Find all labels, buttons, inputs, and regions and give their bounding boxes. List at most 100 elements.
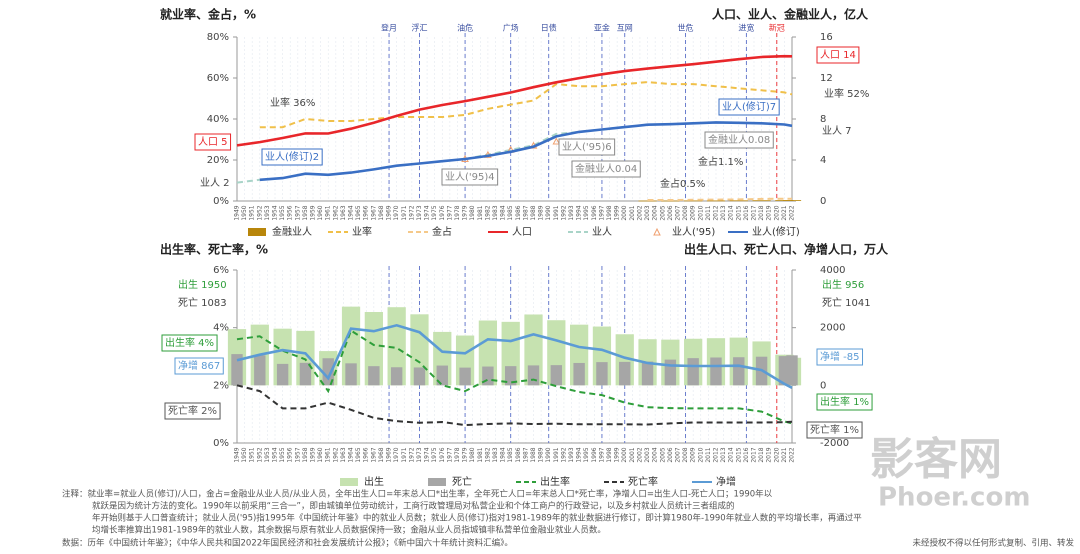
x-tick-label: 1979 <box>462 205 469 220</box>
x-tick-label: 1965 <box>355 447 362 462</box>
x-tick-label: 2016 <box>743 205 750 220</box>
x-tick-label: 1962 <box>332 205 339 220</box>
x-tick-label: 2000 <box>621 447 628 462</box>
annotation: 金占0.5% <box>660 177 705 190</box>
y-tick-label: 6% <box>213 265 229 276</box>
x-tick-label: 1989 <box>538 447 545 462</box>
copyright: 未经授权不得以任何形式复制、引用、转发 <box>912 538 1074 549</box>
annotation: 出生 956 <box>822 278 864 291</box>
annotation: 净增 -85 <box>820 350 860 363</box>
x-tick-label: 2010 <box>697 205 704 220</box>
bar <box>641 361 654 386</box>
annotation: 业人 2 <box>200 177 230 189</box>
x-tick-label: 2020 <box>773 447 780 462</box>
x-tick-label: 1951 <box>249 447 256 462</box>
x-tick-label: 1972 <box>408 447 415 462</box>
note: 年开始则基于人口普查统计；就业人员('95)指1995年《中国统计年鉴》中的就业… <box>92 513 862 524</box>
x-tick-label: 2005 <box>659 205 666 220</box>
x-tick-label: 1949 <box>234 205 241 220</box>
legend-label: 出生 <box>364 475 384 488</box>
axis-title-right: 人口、业人、金融业人，亿人 <box>712 7 869 22</box>
axis-title: 出生率、死亡率，% <box>160 242 268 257</box>
bar <box>752 200 771 202</box>
annotation-box <box>558 138 616 156</box>
y-tick-label: 0% <box>213 196 229 207</box>
legend-label: 业人('95) <box>672 226 715 238</box>
x-tick-label: 2005 <box>659 447 666 462</box>
x-tick-label: 1971 <box>401 205 408 220</box>
x-tick-label: 2021 <box>781 447 788 462</box>
x-tick-label: 1965 <box>355 205 362 220</box>
bar <box>550 365 563 386</box>
bar <box>706 200 726 202</box>
x-tick-label: 1990 <box>545 447 552 462</box>
bar <box>664 359 677 386</box>
annotation-box <box>718 98 780 116</box>
x-tick-label: 2010 <box>697 447 704 462</box>
y2-tick-label: 4000 <box>820 265 845 276</box>
x-tick-label: 2020 <box>773 205 780 220</box>
x-tick-label: 1994 <box>576 447 583 462</box>
x-tick-label: 1982 <box>484 205 491 220</box>
legend-swatch <box>653 227 661 236</box>
event-label: 油危 <box>457 23 473 33</box>
x-tick-label: 1981 <box>477 447 484 462</box>
bar <box>527 365 540 386</box>
x-tick-label: 1985 <box>507 205 514 220</box>
x-tick-label: 1985 <box>507 447 514 462</box>
x-tick-label: 1975 <box>431 447 438 462</box>
legend-swatch <box>248 228 266 236</box>
x-tick-label: 1967 <box>370 447 377 462</box>
annotation-box <box>816 46 860 64</box>
x-tick-label: 2008 <box>682 447 689 462</box>
bar <box>619 361 631 386</box>
annotation: 死亡 1083 <box>178 296 227 309</box>
note: 就跃是因为统计方法的变化。1990年以前采用“三合一”，即由城镇单位劳动统计，工… <box>92 501 734 512</box>
x-tick-label: 1974 <box>424 205 431 220</box>
x-tick-label: 1969 <box>386 447 393 462</box>
x-tick-label: 2012 <box>712 447 719 462</box>
x-tick-label: 2017 <box>750 205 757 220</box>
x-tick-label: 1970 <box>393 205 400 220</box>
x-tick-label: 1963 <box>340 447 347 462</box>
annotation: 业人('95)6 <box>562 141 612 153</box>
x-tick-label: 1992 <box>560 205 567 220</box>
x-tick-label: 1978 <box>454 205 461 220</box>
x-tick-label: 2015 <box>735 205 742 220</box>
x-tick-label: 1956 <box>287 205 294 220</box>
bar <box>729 200 748 202</box>
x-tick-label: 2016 <box>743 447 750 462</box>
x-tick-label: 2002 <box>636 205 643 220</box>
bar <box>596 362 608 386</box>
source: 数据：历年《中国统计年鉴》；《中华人民共和国2022年国民经济和社会发展统计公报… <box>62 538 513 549</box>
annotation: 业人 7 <box>822 125 852 137</box>
event-label: 登月 <box>381 23 397 33</box>
x-tick-label: 1955 <box>279 205 286 220</box>
bar <box>459 367 471 386</box>
x-tick-label: 2001 <box>629 205 636 220</box>
annotation-box <box>571 160 641 178</box>
y2-tick-label: -2000 <box>820 438 849 449</box>
y2-tick-label: 0 <box>820 196 826 207</box>
x-tick-label: 1968 <box>378 205 385 220</box>
x-tick-label: 1951 <box>249 205 256 220</box>
y-tick-label: 0% <box>213 438 229 449</box>
x-tick-label: 1993 <box>568 447 575 462</box>
x-tick-label: 1994 <box>576 205 583 220</box>
x-tick-label: 1950 <box>241 205 248 220</box>
annotation-box <box>816 348 864 366</box>
x-tick-label: 1999 <box>614 447 621 462</box>
annotation: 业人(修订)7 <box>722 100 776 113</box>
note: 均增长率推算出1981-1989年的就业人数，其余数据与原有就业人员数据保持一致… <box>92 525 606 536</box>
line <box>236 384 793 427</box>
legend-label: 业率 <box>352 225 372 238</box>
x-tick-label: 1968 <box>378 447 385 462</box>
x-tick-label: 1975 <box>431 205 438 220</box>
watermark: 影客网 <box>870 434 1002 485</box>
bar <box>687 358 699 386</box>
annotation: 净增 867 <box>178 359 220 372</box>
event-label: 世危 <box>678 23 694 33</box>
x-tick-label: 1977 <box>446 447 453 462</box>
